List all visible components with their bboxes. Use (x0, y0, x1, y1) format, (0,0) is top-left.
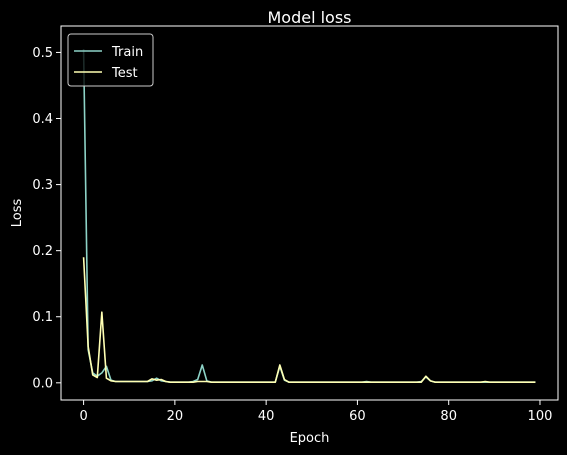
x-tick-label: 20 (167, 409, 184, 424)
x-axis-label: Epoch (290, 431, 330, 446)
chart-title: Model loss (267, 8, 351, 27)
legend: Train Test (67, 33, 154, 87)
y-axis: 0.0 0.1 0.2 0.3 0.4 0.5 (32, 46, 61, 391)
series-line-test (82, 257, 536, 383)
x-tick-label: 60 (349, 409, 366, 424)
legend-box (67, 33, 154, 87)
x-tick-label: 80 (440, 409, 457, 424)
y-tick-label: 0.1 (32, 310, 53, 325)
x-axis: 0 20 40 60 80 100 (79, 400, 552, 424)
x-tick-label: 0 (79, 409, 87, 424)
y-tick-label: 0.3 (32, 178, 53, 193)
y-tick-label: 0.5 (32, 46, 53, 61)
y-axis-label: Loss (10, 199, 25, 228)
y-tick-label: 0.4 (32, 112, 53, 127)
series-lines (82, 49, 536, 383)
legend-label-train: Train (111, 45, 143, 60)
x-tick-label: 40 (258, 409, 275, 424)
y-tick-label: 0.0 (32, 376, 53, 391)
plot-area-frame (60, 25, 559, 401)
legend-entries: Train Test (74, 45, 143, 81)
x-tick-label: 100 (528, 409, 553, 424)
legend-label-test: Test (111, 66, 138, 81)
y-tick-label: 0.2 (32, 244, 53, 259)
